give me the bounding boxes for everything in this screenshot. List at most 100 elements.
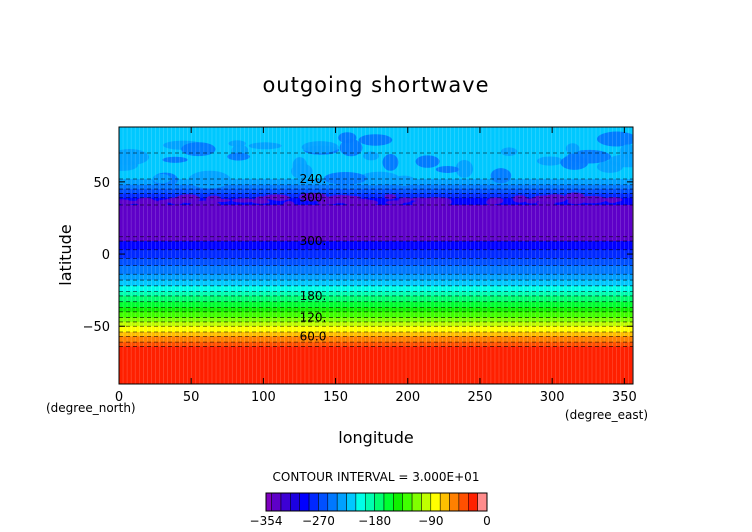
colorbar-swatch (299, 492, 310, 512)
contour-label: 120. (300, 311, 327, 325)
colorbar-tick-label: −270 (302, 514, 335, 528)
cloud-patch (181, 142, 216, 157)
y-tick-label: 50 (93, 176, 110, 191)
y-tick-label: 0 (102, 248, 110, 263)
colorbar-swatch (411, 492, 422, 512)
cloud-patch (490, 168, 512, 184)
colorbar-swatch (421, 492, 432, 512)
cloud-patch (162, 156, 188, 163)
colorbar-swatch (290, 492, 300, 512)
cloud-patch (415, 155, 440, 168)
heatmap-bands (119, 127, 633, 384)
cloud-patch (363, 151, 379, 161)
contour-interval-label: CONTOUR INTERVAL = 3.000E+01 (273, 470, 480, 484)
colorbar-tick-labels: −354 −270 −180 −90 0 (250, 514, 491, 528)
cloud-patch (248, 142, 282, 150)
contour-lines (119, 152, 633, 384)
cloud-patch (384, 194, 397, 200)
cloud-patch (604, 197, 623, 203)
cloud-patch (536, 156, 563, 166)
colorbar-frame (265, 492, 488, 512)
colorbar-swatch (477, 492, 488, 512)
colorbar-swatch (308, 492, 319, 512)
heatmap-band (119, 265, 633, 275)
plot-frame (118, 126, 634, 385)
heatmap-band (119, 258, 633, 267)
cloud-patch (323, 172, 367, 185)
cloud-patch (301, 141, 339, 154)
x-tick-label: 150 (323, 390, 348, 405)
y-axis-ticks: 50 0 −50 (83, 176, 633, 335)
heatmap-band (119, 342, 633, 347)
colorbar-swatch (458, 492, 469, 512)
cloud-patch (565, 143, 580, 154)
heatmap-band (119, 311, 633, 319)
x-tick-label: 100 (251, 390, 276, 405)
cloud-patch (362, 173, 384, 186)
heatmap-band (119, 336, 633, 343)
heatmap-band (119, 301, 633, 308)
cloud-patch (299, 192, 328, 202)
colorbar-tick-label: 0 (483, 514, 491, 528)
colorbar-swatch (265, 492, 272, 512)
heatmap-band (119, 189, 633, 194)
contour-labels: 300. 300. 240. 180. 120. 60.0 (300, 172, 327, 343)
colorbar-swatch (383, 492, 394, 512)
heatmap-band (119, 307, 633, 313)
heatmap-band (119, 241, 633, 251)
heatmap-band (119, 285, 633, 293)
heatmap-band (119, 280, 633, 287)
contour-label: 180. (300, 289, 327, 303)
cloud-patch (231, 198, 256, 203)
cloud-patch (567, 195, 587, 203)
cloud-patch (254, 196, 268, 204)
heatmap-band (119, 184, 633, 190)
heatmap-band (119, 291, 633, 297)
cloud-patch (596, 131, 633, 147)
heatmap-band (119, 346, 633, 384)
x-axis-ticks: 0 50 100 150 200 250 300 350 (115, 127, 637, 405)
cloud-patch (486, 199, 497, 206)
cloud-patch (157, 199, 187, 203)
colorbar-tick-label: −90 (418, 514, 443, 528)
cloud-patch (512, 195, 528, 203)
x-unit-label: (degree_east) (565, 408, 648, 422)
y-tick-label: −50 (83, 320, 110, 335)
heatmap-band (119, 321, 633, 327)
cloud-patch (358, 134, 393, 146)
cloud-patch (543, 194, 567, 203)
plot-area (119, 127, 633, 384)
colorbar-swatch (393, 492, 403, 512)
cloud-patch (137, 199, 160, 206)
cloud-patch (228, 140, 246, 147)
colorbar-swatch (327, 492, 338, 512)
heatmap-band (119, 193, 633, 199)
heatmap-band (119, 326, 633, 333)
colorbar-swatch (318, 492, 329, 512)
heatmap-band (119, 249, 633, 259)
colorbar-swatch (449, 492, 460, 512)
x-tick-label: 50 (183, 390, 200, 405)
colorbar (265, 492, 488, 512)
cloud-patch (619, 144, 633, 159)
meridian-lines (122, 127, 633, 384)
colorbar-swatch (346, 492, 357, 512)
cloud-patch (435, 166, 460, 173)
heatmap-band (119, 295, 633, 303)
cloud-patch (398, 197, 412, 203)
cloud-patch (291, 163, 313, 179)
heatmap-band (119, 332, 633, 337)
cloud-patch (424, 197, 446, 206)
cloud-patch (500, 147, 518, 157)
chart-title: outgoing shortwave (262, 73, 489, 97)
cloud-patch (227, 152, 250, 161)
cloud-patch (339, 139, 363, 157)
x-tick-label: 0 (115, 390, 123, 405)
colorbar-swatch (280, 492, 291, 512)
x-tick-label: 200 (395, 390, 420, 405)
x-tick-label: 300 (540, 390, 565, 405)
contour-label: 60.0 (300, 329, 327, 343)
contour-label: 300. (300, 191, 327, 205)
cloud-patch (392, 175, 416, 186)
